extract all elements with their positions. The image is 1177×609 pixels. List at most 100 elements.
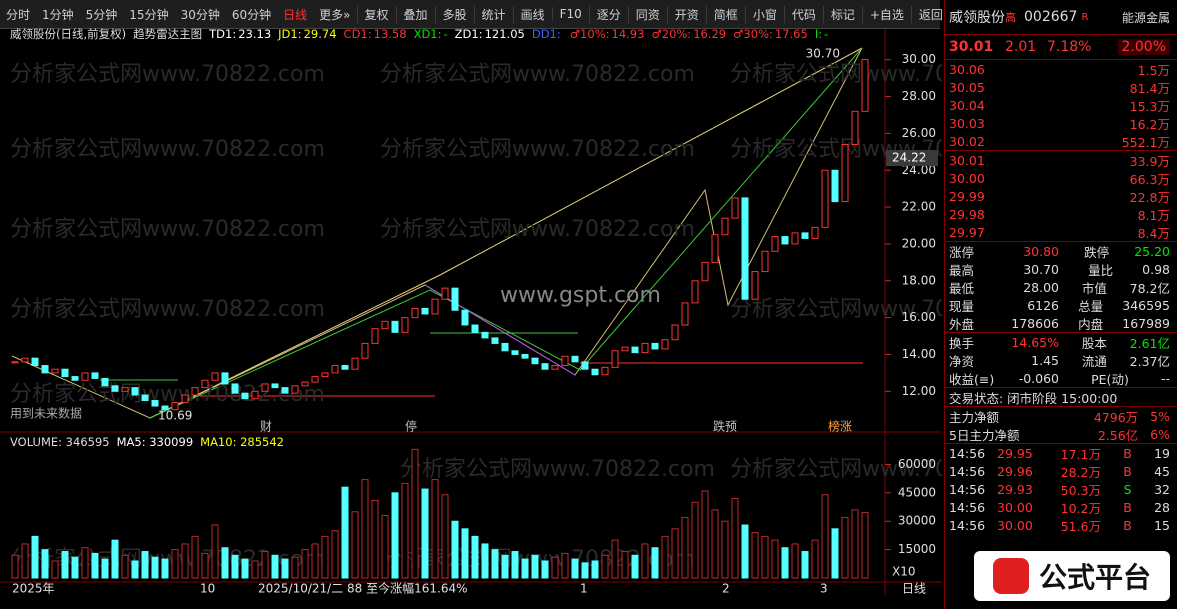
trend-line	[149, 47, 863, 419]
volume-bar	[571, 558, 579, 579]
tool-button[interactable]: 代码	[783, 5, 823, 23]
volume-bar	[491, 549, 499, 579]
row: 14:56 30.00 51.6万 B 15	[945, 516, 1177, 534]
period-tab[interactable]: 60分钟	[231, 7, 272, 22]
row: 30.06 1.5万	[945, 59, 1177, 78]
tool-button[interactable]: 简框	[705, 5, 745, 23]
tool-button[interactable]: 叠加	[395, 5, 435, 23]
row: 30.05 81.4万	[945, 78, 1177, 96]
period-tab[interactable]: 1分钟	[42, 7, 74, 22]
volume-bar	[861, 511, 869, 579]
volume-bar	[281, 558, 289, 579]
candle	[731, 197, 739, 219]
chart-title: 威领股份(日线,前复权)	[10, 27, 127, 41]
candle	[101, 377, 109, 387]
period-tab[interactable]: 30分钟	[180, 7, 220, 22]
indicator-label: ♂10%:	[569, 27, 610, 41]
indicator-label: TD1:	[209, 27, 237, 41]
stat-label: PE(动)	[1091, 371, 1129, 387]
volume-bar	[601, 554, 609, 579]
volume-bar	[401, 482, 409, 579]
x-axis-label: 3	[820, 582, 828, 596]
trade-side: B	[1123, 517, 1132, 533]
row: 30.02 552.1万	[945, 132, 1177, 150]
indicator-value: TD1: 23.13	[209, 27, 271, 41]
period-tab[interactable]: 15分钟	[129, 7, 169, 22]
trade-side: B	[1123, 463, 1132, 479]
volume-bar	[361, 479, 369, 579]
y-tick-label: 45000	[898, 485, 936, 499]
volume-bar	[611, 539, 619, 579]
trade-time: 14:56	[949, 517, 986, 533]
volume-bar	[621, 551, 629, 579]
tool-button[interactable]: 复权	[356, 5, 396, 23]
tool-button[interactable]: 开资	[666, 5, 706, 23]
footer-period: 日线	[902, 582, 926, 596]
candle	[31, 357, 39, 367]
tool-button[interactable]: +自选	[861, 5, 911, 23]
trend-line	[149, 47, 863, 419]
event-label: 榜涨	[828, 419, 852, 434]
candle	[231, 383, 239, 394]
volume-bar	[531, 554, 539, 579]
tool-button[interactable]: 画线	[512, 5, 552, 23]
flow-label: 5日主力净额	[949, 427, 1020, 443]
book-price: 30.05	[949, 79, 985, 95]
tool-button[interactable]: 逐分	[588, 5, 628, 23]
candle	[131, 387, 139, 396]
tool-button[interactable]: 标记	[822, 5, 862, 23]
row: 现量 6126 总量 346595	[945, 296, 1177, 314]
candle	[41, 365, 49, 374]
volume-bar	[501, 554, 509, 579]
row: 收益(≡) -0.060 PE(动) --	[945, 369, 1177, 387]
change: 2.01	[1005, 39, 1037, 55]
trade-side: B	[1123, 499, 1132, 515]
row: 29.98 8.1万	[945, 205, 1177, 223]
tool-button[interactable]: F10	[551, 7, 589, 21]
book-price: 29.98	[949, 206, 985, 222]
trade-time: 14:56	[949, 499, 986, 515]
event-label: 财	[260, 420, 272, 434]
ma-label: MA5: 330099	[116, 435, 194, 449]
period-tab[interactable]: 5分钟	[85, 7, 118, 22]
volume-bar	[331, 530, 339, 579]
candle	[761, 250, 769, 273]
tool-button[interactable]: 多股	[434, 5, 474, 23]
stat-value: 30.80	[1023, 243, 1059, 259]
volume-bar	[791, 543, 799, 579]
period-tab[interactable]: 日线	[283, 7, 308, 22]
tool-button[interactable]: 统计	[473, 5, 513, 23]
stock-tag: 高	[1005, 11, 1016, 24]
watermark: 分析家公式网www.70822.com	[380, 217, 695, 242]
volume-bar	[381, 515, 389, 579]
candle	[621, 346, 629, 352]
volume-bar	[201, 552, 209, 579]
candle	[51, 368, 59, 374]
candle	[671, 324, 679, 341]
book-volume: 81.4万	[1129, 80, 1170, 96]
flow-value: 4796万	[1093, 409, 1139, 425]
y-tick-label: 60000	[898, 457, 936, 471]
stock-flag: R	[1081, 11, 1089, 23]
low-label: 10.69	[158, 409, 192, 423]
cursor-label: 24.22	[892, 151, 926, 165]
period-tab[interactable]: 更多»	[319, 7, 351, 22]
indicator-label: ♂20%:	[651, 27, 692, 41]
indicator-number: 16.29	[693, 27, 727, 41]
candle	[261, 383, 269, 392]
book-price: 30.03	[949, 115, 985, 131]
period-tab[interactable]: 分时	[6, 7, 31, 22]
row: 30.00 66.3万	[945, 169, 1177, 187]
volume-bar	[511, 551, 519, 579]
candle	[411, 307, 419, 319]
tool-button[interactable]: 返回	[910, 5, 950, 23]
trade-price: 29.93	[997, 481, 1033, 497]
tool-button[interactable]: 小窗	[744, 5, 784, 23]
volume-title: VOLUME: 346595	[10, 435, 110, 449]
x-axis-label: 2025/10/21/二 88 至今涨幅161.64%	[258, 581, 468, 596]
tool-button[interactable]: 同资	[627, 5, 667, 23]
change-pct: 7.18%	[1047, 39, 1092, 55]
chart-header: 威领股份(日线,前复权) 趋势雷达主图 TD1: 23.13 JD1: 29.74 CD1:…	[10, 26, 835, 42]
chart: 分析家公式网www.70822.com 分析家公式网www.70822.com 分析…	[0, 28, 942, 596]
candle	[691, 280, 699, 304]
